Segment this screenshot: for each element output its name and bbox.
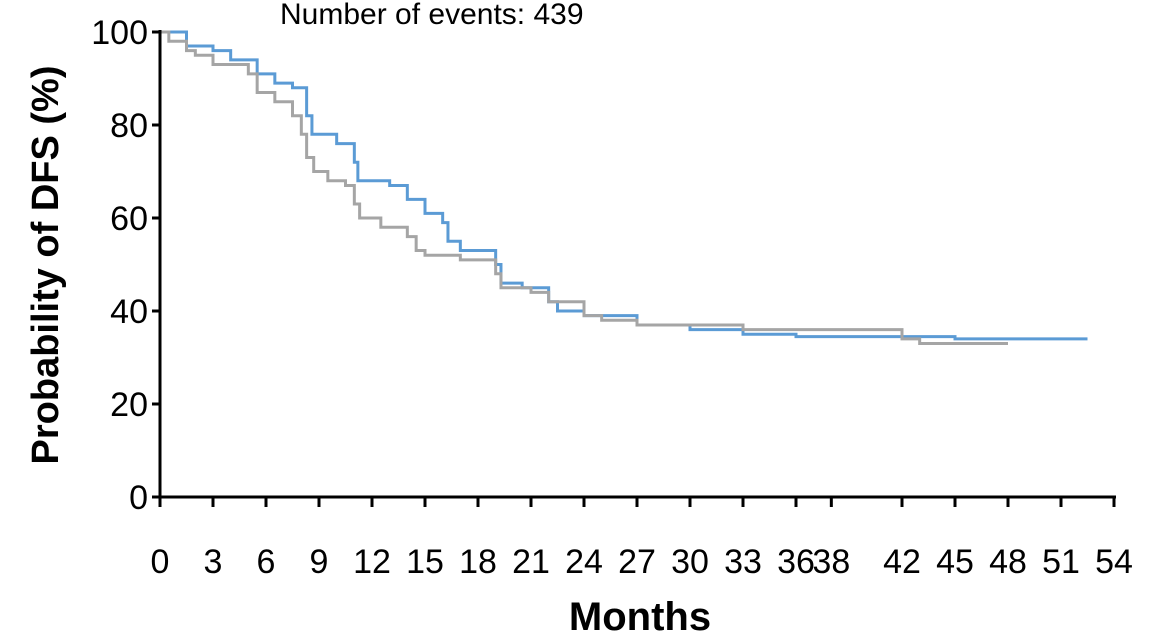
x-tick-label: 15: [406, 543, 444, 581]
y-tick-label: 100: [91, 14, 148, 52]
y-axis-label: Probability of DFS (%): [25, 66, 67, 465]
x-tick-label: 36: [777, 543, 815, 581]
x-tick-label: 54: [1095, 543, 1133, 581]
x-tick-label: 9: [310, 543, 329, 581]
y-tick-label: 0: [129, 479, 148, 517]
y-tick-label: 80: [110, 107, 148, 145]
y-tick-label: 40: [110, 293, 148, 331]
x-tick-label: 30: [671, 543, 709, 581]
x-tick-label: 42: [883, 543, 921, 581]
x-tick-label: 12: [353, 543, 391, 581]
annotation: Number of events: 439: [280, 0, 584, 31]
x-tick-label: 24: [565, 543, 603, 581]
x-tick-label: 0: [151, 543, 170, 581]
x-tick-label: 21: [512, 543, 550, 581]
x-tick-label: 48: [989, 543, 1027, 581]
y-tick-label: 20: [110, 386, 148, 424]
x-tick-label: 45: [936, 543, 974, 581]
x-axis-label: Months: [569, 595, 711, 637]
x-tick-label: 51: [1042, 543, 1080, 581]
x-tick-label: 3: [204, 543, 223, 581]
survival-curve: [160, 30, 1008, 346]
x-tick-label: 38: [812, 543, 850, 581]
survival-curve: [160, 30, 1088, 341]
x-tick-label: 18: [459, 543, 497, 581]
y-tick-label: 60: [110, 200, 148, 238]
x-tick-label: 27: [618, 543, 656, 581]
x-tick-label: 33: [724, 543, 762, 581]
x-tick-label: 6: [257, 543, 276, 581]
